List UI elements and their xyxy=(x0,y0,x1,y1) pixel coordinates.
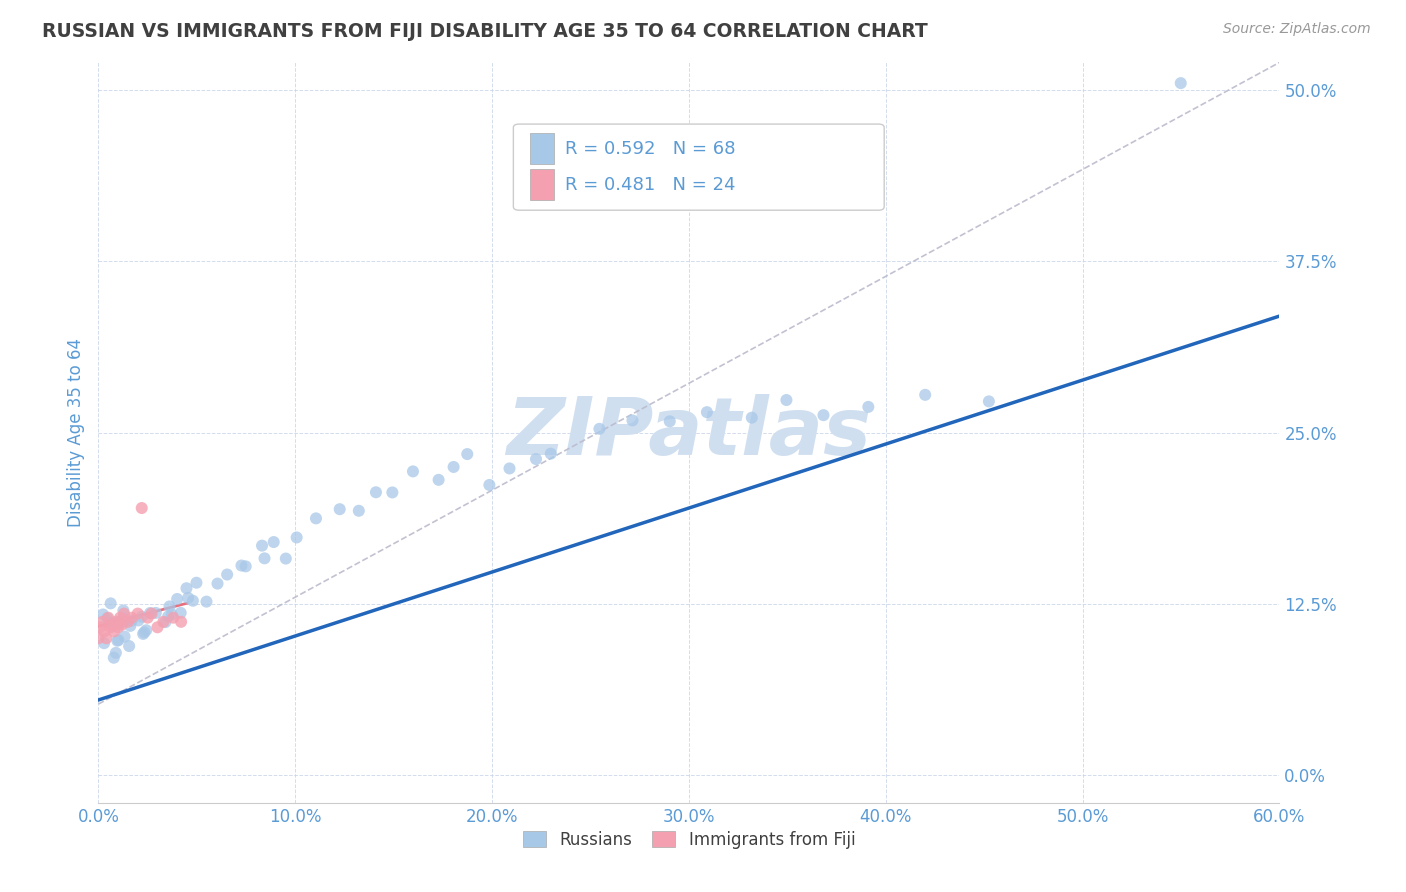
Point xyxy=(443,460,465,475)
Point xyxy=(858,400,880,414)
Point xyxy=(112,607,135,621)
Point xyxy=(170,606,193,620)
Point xyxy=(91,615,114,629)
Point xyxy=(91,607,114,622)
Point xyxy=(157,609,180,624)
Point xyxy=(141,607,163,621)
Point xyxy=(914,388,936,402)
Point xyxy=(696,405,718,419)
Point xyxy=(207,576,229,591)
Point xyxy=(100,596,122,610)
Point xyxy=(132,627,155,641)
Point xyxy=(112,603,135,617)
Point xyxy=(112,612,135,626)
Point xyxy=(114,630,136,644)
Point xyxy=(93,624,115,639)
Point xyxy=(108,610,131,624)
Point xyxy=(89,620,111,634)
Point xyxy=(100,615,122,630)
Point xyxy=(177,591,200,605)
Point xyxy=(103,624,125,639)
Point xyxy=(107,620,129,634)
Point xyxy=(329,502,352,516)
Point xyxy=(285,531,308,545)
Point xyxy=(136,610,159,624)
Point xyxy=(160,607,183,622)
Point xyxy=(253,551,276,566)
Point xyxy=(347,504,370,518)
Point xyxy=(121,614,143,628)
Point xyxy=(103,650,125,665)
Point xyxy=(93,636,115,650)
Point xyxy=(139,606,162,620)
Text: RUSSIAN VS IMMIGRANTS FROM FIJI DISABILITY AGE 35 TO 64 CORRELATION CHART: RUSSIAN VS IMMIGRANTS FROM FIJI DISABILI… xyxy=(42,22,928,41)
Point xyxy=(108,616,131,631)
Point xyxy=(170,615,193,629)
Point xyxy=(155,615,177,629)
Point xyxy=(97,610,120,624)
Point xyxy=(101,617,124,632)
Point xyxy=(127,613,149,627)
Point xyxy=(217,567,239,582)
Point xyxy=(118,639,141,653)
Point xyxy=(231,558,253,573)
Point xyxy=(107,633,129,648)
Point xyxy=(104,646,127,660)
Point xyxy=(127,607,149,621)
Point xyxy=(588,422,610,436)
Point xyxy=(741,410,763,425)
Point xyxy=(96,611,118,625)
Point xyxy=(131,609,153,624)
Point xyxy=(176,581,198,595)
Point xyxy=(274,551,297,566)
Point xyxy=(181,593,204,607)
Point xyxy=(134,625,156,640)
Point xyxy=(658,414,681,428)
Point xyxy=(775,392,797,407)
Text: Source: ZipAtlas.com: Source: ZipAtlas.com xyxy=(1223,22,1371,37)
Point xyxy=(96,632,118,646)
Point xyxy=(117,615,139,629)
Point xyxy=(162,610,184,624)
Point xyxy=(166,591,188,606)
Point xyxy=(381,485,404,500)
Point xyxy=(159,599,181,614)
Point xyxy=(977,394,1000,409)
Legend: Russians, Immigrants from Fiji: Russians, Immigrants from Fiji xyxy=(515,822,863,857)
Point xyxy=(813,408,835,422)
Point xyxy=(263,535,285,549)
Point xyxy=(107,615,129,630)
Point xyxy=(152,615,174,629)
Point xyxy=(250,539,273,553)
Point xyxy=(111,617,134,632)
Point xyxy=(105,633,128,648)
Point xyxy=(135,624,157,638)
Point xyxy=(1170,76,1192,90)
Text: R = 0.481   N = 24: R = 0.481 N = 24 xyxy=(565,176,735,194)
Point xyxy=(105,615,128,629)
Y-axis label: Disability Age 35 to 64: Disability Age 35 to 64 xyxy=(66,338,84,527)
Text: R = 0.592   N = 68: R = 0.592 N = 68 xyxy=(565,139,735,158)
Point xyxy=(145,606,167,620)
Point xyxy=(427,473,450,487)
Point xyxy=(498,461,520,475)
Point xyxy=(120,619,142,633)
Point xyxy=(131,501,153,516)
Text: ZIPatlas: ZIPatlas xyxy=(506,393,872,472)
Point xyxy=(456,447,478,461)
Point xyxy=(402,464,425,478)
Point xyxy=(186,575,208,590)
Point xyxy=(364,485,387,500)
Point xyxy=(478,478,501,492)
Point xyxy=(121,610,143,624)
Point xyxy=(524,452,547,467)
Point xyxy=(98,620,121,634)
Point xyxy=(87,632,110,646)
Point xyxy=(195,594,218,608)
Point xyxy=(305,511,328,525)
Point xyxy=(235,559,257,574)
Point xyxy=(146,620,169,634)
Point xyxy=(621,413,644,427)
Point xyxy=(540,447,562,461)
